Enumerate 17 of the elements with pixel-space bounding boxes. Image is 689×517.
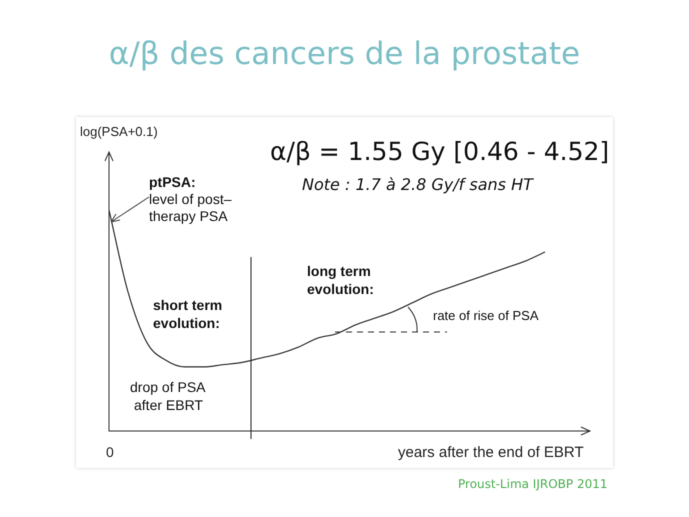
annotation: therapy PSA [149,208,228,224]
annotation: long term [307,263,371,279]
x-axis-title: years after the end of EBRT [398,444,584,461]
text: Note : 1.7 à 2.8 Gy/f sans HT [302,175,534,194]
annotation: drop of PSA [130,379,206,395]
annotation: short term [153,297,222,313]
annotation: after EBRT [134,397,204,413]
text: ptPSA: [149,174,196,190]
annotation: evolution: [307,281,374,297]
text: level of post– [149,191,232,207]
text: 0 [106,444,114,460]
text: Proust-Lima IJROBP 2011 [458,477,608,491]
text: α/β = 1.55 Gy [0.46 - 4.52] [270,137,610,166]
annotation: rate of rise of PSA [433,308,539,323]
chart-title: α/β des cancers de la prostate [108,36,582,72]
text: log(PSA+0.1) [80,124,158,139]
annotation: evolution: [153,315,220,331]
